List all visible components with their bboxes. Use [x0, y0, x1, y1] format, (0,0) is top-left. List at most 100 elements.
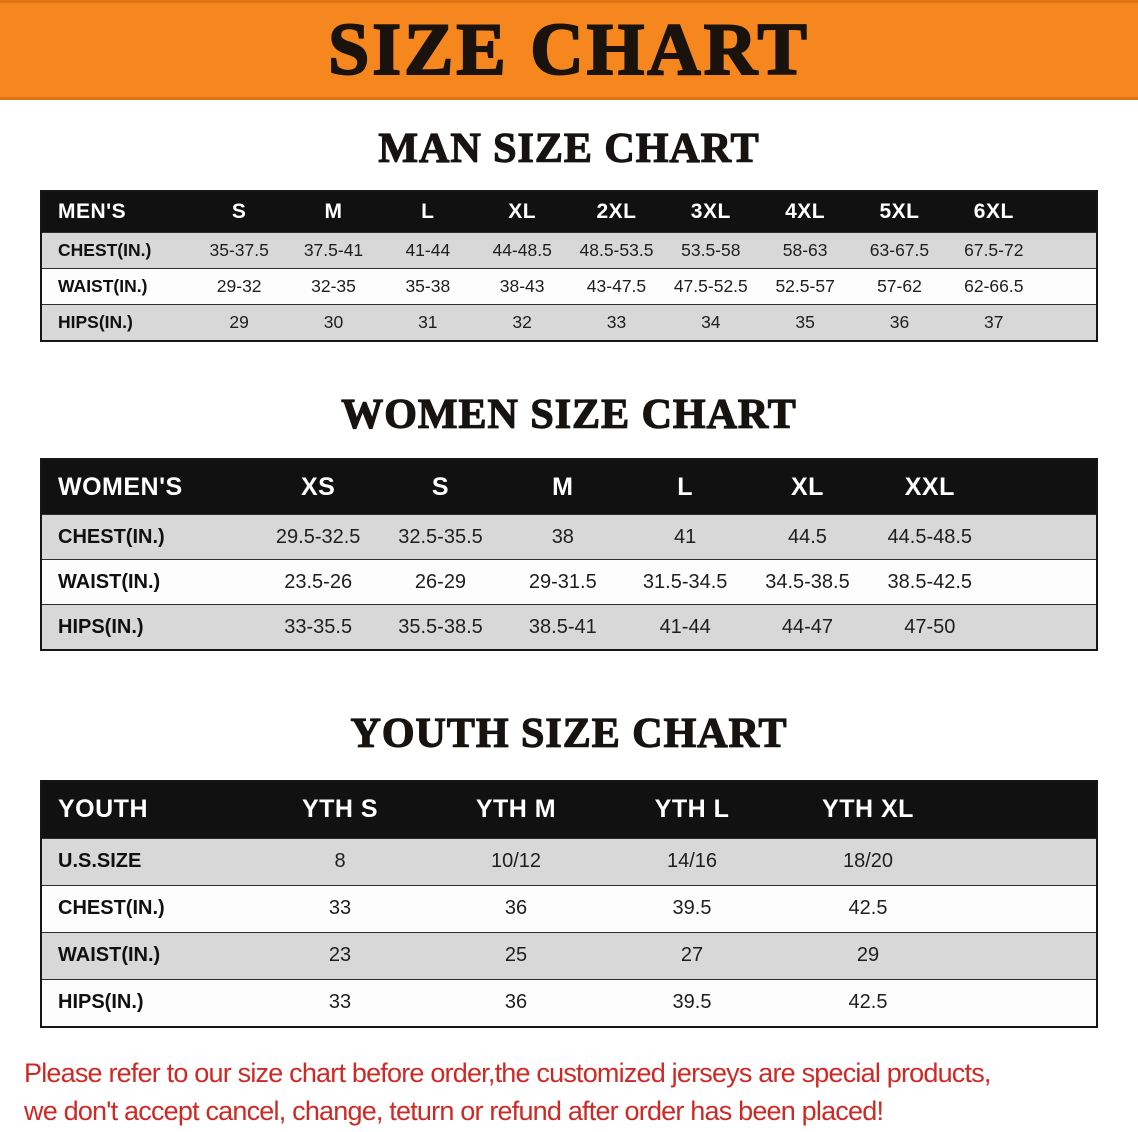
value-cell: 44.5	[788, 525, 827, 548]
value-cell: 39.5	[672, 991, 712, 1014]
table-header-row: MEN'S S M L XL 2XL 3XL 4XL 5XL 6XL	[42, 192, 1096, 233]
value-cell: 33	[328, 897, 352, 920]
table-row: CHEST(IN.) 29.5-32.5 32.5-35.5 38 41 44.5 44.5…	[42, 514, 1096, 560]
value-cell: 29-32	[216, 276, 262, 297]
value-cell: 8	[334, 850, 346, 873]
value-cell: 33	[606, 312, 627, 333]
size-header-cell: S	[231, 200, 247, 224]
value-cell: 47-50	[904, 615, 956, 638]
size-header-cell: L	[677, 472, 694, 501]
value-cell: 18/20	[842, 850, 894, 873]
table-corner-label: MEN'S	[58, 200, 127, 224]
value-cell: 52.5-57	[775, 276, 835, 297]
footnote-line-1: Please refer to our size chart before or…	[24, 1057, 991, 1088]
value-cell: 29	[856, 944, 880, 967]
value-cell: 23.5-26	[284, 570, 353, 593]
table-corner-label: YOUTH	[58, 795, 148, 824]
value-cell: 31.5-34.5	[642, 570, 728, 593]
womens-section: WOMEN SIZE CHART WOMEN'S XS S M L XL XXL CHEST(…	[0, 392, 1138, 652]
size-header-cell: M	[324, 200, 343, 224]
value-cell: 29	[229, 312, 249, 333]
size-header-cell: YTH L	[654, 795, 730, 824]
size-header-cell: 2XL	[596, 200, 637, 224]
value-cell: 32	[512, 312, 532, 333]
row-label-cell: CHEST(IN.)	[58, 897, 165, 920]
table-header-row: YOUTH YTH S YTH M YTH L YTH XL	[42, 781, 1096, 838]
table-row: HIPS(IN.) 29 30 31 32 33 34 35 36 37	[42, 304, 1096, 341]
value-cell: 67.5-72	[964, 240, 1024, 261]
size-header-cell: XL	[508, 200, 537, 224]
mens-section: MAN SIZE CHART MEN'S S M L XL 2XL 3XL 4XL 5XL 6XL…	[0, 125, 1138, 343]
size-chart-banner: SIZE CHART	[0, 0, 1138, 100]
value-cell: 32-35	[311, 276, 356, 297]
row-label-cell: WAIST(IN.)	[58, 570, 161, 593]
mens-size-table: MEN'S S M L XL 2XL 3XL 4XL 5XL 6XL CHEST(IN.) 35-37…	[40, 190, 1098, 343]
size-header-cell: YTH S	[301, 795, 379, 824]
value-cell: 47.5-52.5	[673, 276, 748, 297]
size-header-cell: L	[421, 200, 435, 224]
footnote: Please refer to our size chart before or…	[24, 1054, 1120, 1130]
value-cell: 36	[504, 897, 528, 920]
womens-size-table: WOMEN'S XS S M L XL XXL CHEST(IN.) 29.5-32.5 32.5…	[40, 458, 1098, 652]
row-label-cell: WAIST(IN.)	[58, 276, 148, 297]
value-cell: 34.5-38.5	[765, 570, 850, 593]
row-label-cell: CHEST(IN.)	[58, 525, 165, 548]
value-cell: 35-37.5	[209, 240, 269, 261]
value-cell: 38-43	[499, 276, 545, 297]
row-label-cell: CHEST(IN.)	[58, 240, 152, 261]
row-label-cell: HIPS(IN.)	[58, 991, 144, 1014]
value-cell: 35-38	[405, 276, 451, 297]
value-cell: 43-47.5	[586, 276, 647, 297]
mens-section-heading: MAN SIZE CHART	[378, 125, 760, 172]
size-header-cell: XL	[791, 472, 824, 501]
youth-section: YOUTH SIZE CHART YOUTH YTH S YTH M YTH L YTH…	[0, 711, 1138, 1028]
womens-section-heading: WOMEN SIZE CHART	[341, 392, 797, 439]
table-row: CHEST(IN.) 33 36 39.5 42.5	[42, 884, 1096, 932]
value-cell: 42.5	[848, 897, 888, 920]
value-cell: 31	[418, 312, 438, 333]
table-header-row: WOMEN'S XS S M L XL XXL	[42, 460, 1096, 515]
row-label-cell: U.S.SIZE	[58, 850, 142, 873]
value-cell: 58-63	[782, 240, 828, 261]
value-cell: 38.5-41	[528, 615, 597, 638]
value-cell: 37.5-41	[303, 240, 364, 261]
value-cell: 62-66.5	[964, 276, 1024, 297]
value-cell: 36	[889, 312, 910, 333]
page-title: SIZE CHART	[327, 9, 810, 91]
value-cell: 14/16	[666, 850, 718, 873]
value-cell: 44-47	[781, 615, 834, 638]
value-cell: 23	[328, 944, 352, 967]
value-cell: 25	[504, 944, 528, 967]
row-label-cell: HIPS(IN.)	[58, 615, 144, 638]
value-cell: 29.5-32.5	[275, 525, 361, 548]
value-cell: 44-48.5	[492, 240, 552, 261]
value-cell: 35.5-38.5	[398, 615, 483, 638]
table-row: HIPS(IN.) 33 36 39.5 42.5	[42, 978, 1096, 1026]
size-header-cell: XS	[300, 472, 336, 501]
value-cell: 41	[674, 525, 697, 548]
row-label-cell: HIPS(IN.)	[58, 312, 133, 333]
table-row: WAIST(IN.) 23.5-26 26-29 29-31.5 31.5-34.5 34…	[42, 559, 1096, 605]
value-cell: 41-44	[405, 240, 451, 261]
footnote-line-2: we don't accept cancel, change, teturn o…	[24, 1095, 884, 1126]
row-label-cell: WAIST(IN.)	[58, 944, 161, 967]
value-cell: 41-44	[659, 615, 711, 638]
size-header-cell: YTH M	[475, 795, 557, 824]
table-row: WAIST(IN.) 23 25 27 29	[42, 931, 1096, 979]
value-cell: 34	[701, 312, 721, 333]
table-row: U.S.SIZE 8 10/12 14/16 18/20	[42, 837, 1096, 885]
youth-size-table: YOUTH YTH S YTH M YTH L YTH XL U.S.SIZE 8 10/12…	[40, 779, 1098, 1028]
value-cell: 63-67.5	[869, 240, 930, 261]
value-cell: 26-29	[414, 570, 467, 593]
size-header-cell: YTH XL	[822, 795, 914, 824]
size-header-cell: M	[552, 472, 574, 501]
size-header-cell: 6XL	[973, 200, 1014, 224]
value-cell: 48.5-53.5	[579, 240, 654, 261]
value-cell: 32.5-35.5	[398, 525, 483, 548]
value-cell: 37	[984, 312, 1004, 333]
value-cell: 39.5	[672, 897, 712, 920]
table-corner-label: WOMEN'S	[58, 472, 183, 501]
value-cell: 33	[328, 991, 352, 1014]
table-row: HIPS(IN.) 33-35.5 35.5-38.5 38.5-41 41-44 44-…	[42, 604, 1096, 650]
